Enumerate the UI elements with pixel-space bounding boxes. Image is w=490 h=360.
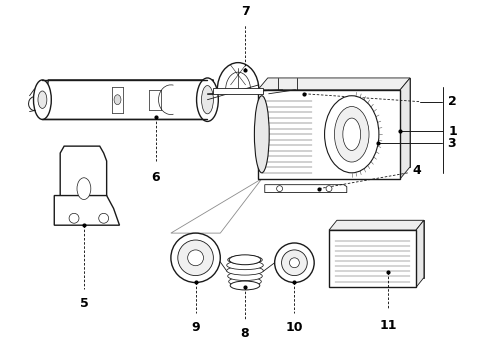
Ellipse shape [33,80,51,120]
Polygon shape [258,90,400,179]
Text: 5: 5 [79,297,88,310]
Ellipse shape [178,240,213,276]
Ellipse shape [324,96,379,173]
Polygon shape [416,220,424,287]
Ellipse shape [227,266,263,275]
Text: 6: 6 [152,171,160,184]
Polygon shape [60,146,107,222]
Ellipse shape [282,250,307,276]
Polygon shape [171,179,262,233]
Polygon shape [329,230,416,287]
Ellipse shape [290,258,299,268]
Ellipse shape [275,243,314,283]
Polygon shape [337,220,424,278]
Polygon shape [329,220,424,230]
Ellipse shape [254,96,269,173]
Ellipse shape [230,281,260,290]
Polygon shape [268,78,410,167]
Text: 10: 10 [286,321,303,334]
Ellipse shape [335,107,369,162]
Ellipse shape [171,233,220,283]
Text: 9: 9 [191,321,200,334]
Ellipse shape [228,272,262,280]
Ellipse shape [69,213,79,223]
Text: 11: 11 [380,319,397,332]
Ellipse shape [99,213,109,223]
Text: 2: 2 [447,95,456,108]
Ellipse shape [277,186,283,192]
Polygon shape [400,78,410,179]
Polygon shape [265,185,347,193]
Polygon shape [258,78,410,90]
Text: 7: 7 [241,5,249,18]
Ellipse shape [114,95,121,105]
Ellipse shape [227,261,263,270]
Text: 3: 3 [447,137,456,150]
Ellipse shape [326,186,332,192]
Ellipse shape [77,178,91,199]
Text: 4: 4 [412,165,421,177]
Ellipse shape [196,78,219,121]
Ellipse shape [229,277,261,286]
Text: 8: 8 [241,327,249,340]
Polygon shape [43,80,213,120]
Polygon shape [54,195,120,225]
Ellipse shape [201,86,213,114]
Ellipse shape [229,255,261,265]
Ellipse shape [38,91,47,108]
Text: 1: 1 [448,125,457,138]
Ellipse shape [343,118,361,150]
Polygon shape [213,88,263,94]
Ellipse shape [188,250,203,266]
Ellipse shape [228,255,262,264]
